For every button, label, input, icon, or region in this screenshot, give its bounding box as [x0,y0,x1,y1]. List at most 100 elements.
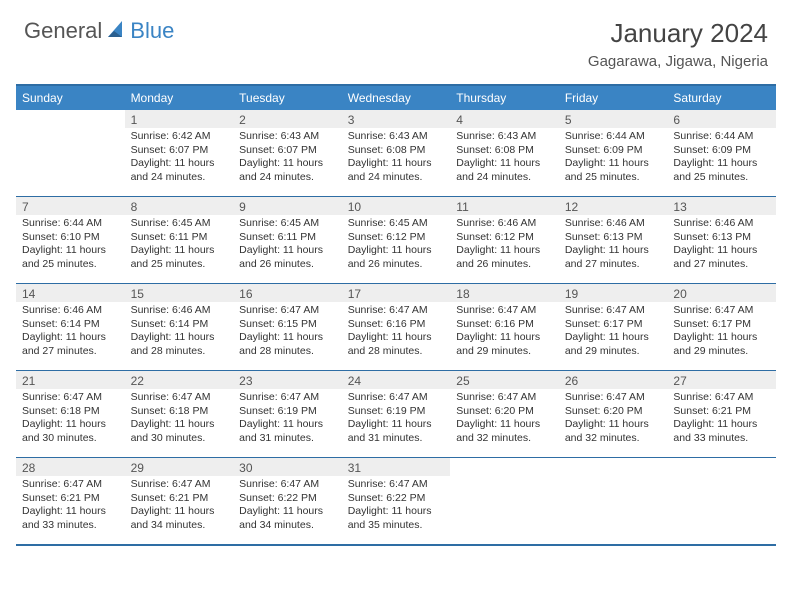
day-number: 8 [125,197,234,215]
sunset-text: Sunset: 6:18 PM [131,405,228,419]
day-number: 12 [559,197,668,215]
day-detail: Sunrise: 6:47 AMSunset: 6:22 PMDaylight:… [233,476,342,537]
calendar-week: 14Sunrise: 6:46 AMSunset: 6:14 PMDayligh… [16,284,776,371]
calendar-cell [450,458,559,544]
location-label: Gagarawa, Jigawa, Nigeria [588,53,768,70]
sunrise-text: Sunrise: 6:44 AM [673,130,770,144]
sunrise-text: Sunrise: 6:47 AM [348,478,445,492]
day-detail: Sunrise: 6:47 AMSunset: 6:21 PMDaylight:… [667,389,776,450]
sunset-text: Sunset: 6:22 PM [239,492,336,506]
sunrise-text: Sunrise: 6:43 AM [348,130,445,144]
sunset-text: Sunset: 6:12 PM [456,231,553,245]
day-number: 15 [125,284,234,302]
sunrise-text: Sunrise: 6:43 AM [456,130,553,144]
calendar: SundayMondayTuesdayWednesdayThursdayFrid… [16,84,776,546]
day-detail: Sunrise: 6:47 AMSunset: 6:18 PMDaylight:… [125,389,234,450]
sunset-text: Sunset: 6:08 PM [348,144,445,158]
day-detail: Sunrise: 6:44 AMSunset: 6:10 PMDaylight:… [16,215,125,276]
day-number: 5 [559,110,668,128]
daylight-text: Daylight: 11 hours and 28 minutes. [239,331,336,358]
daylight-text: Daylight: 11 hours and 26 minutes. [239,244,336,271]
sunset-text: Sunset: 6:11 PM [239,231,336,245]
sunset-text: Sunset: 6:13 PM [565,231,662,245]
day-detail: Sunrise: 6:47 AMSunset: 6:19 PMDaylight:… [233,389,342,450]
sunset-text: Sunset: 6:16 PM [456,318,553,332]
sunrise-text: Sunrise: 6:47 AM [239,391,336,405]
daylight-text: Daylight: 11 hours and 31 minutes. [239,418,336,445]
calendar-cell: 28Sunrise: 6:47 AMSunset: 6:21 PMDayligh… [16,458,125,544]
sunrise-text: Sunrise: 6:47 AM [456,304,553,318]
sunrise-text: Sunrise: 6:47 AM [673,304,770,318]
day-number: 2 [233,110,342,128]
sunrise-text: Sunrise: 6:45 AM [131,217,228,231]
calendar-cell: 13Sunrise: 6:46 AMSunset: 6:13 PMDayligh… [667,197,776,283]
day-detail: Sunrise: 6:44 AMSunset: 6:09 PMDaylight:… [667,128,776,189]
sunset-text: Sunset: 6:15 PM [239,318,336,332]
sunset-text: Sunset: 6:07 PM [131,144,228,158]
sunrise-text: Sunrise: 6:46 AM [565,217,662,231]
day-detail: Sunrise: 6:46 AMSunset: 6:12 PMDaylight:… [450,215,559,276]
day-number: 26 [559,371,668,389]
sunrise-text: Sunrise: 6:47 AM [239,478,336,492]
sunrise-text: Sunrise: 6:47 AM [456,391,553,405]
daylight-text: Daylight: 11 hours and 26 minutes. [348,244,445,271]
day-detail: Sunrise: 6:47 AMSunset: 6:20 PMDaylight:… [450,389,559,450]
day-header: Wednesday [342,86,451,110]
sunset-text: Sunset: 6:20 PM [456,405,553,419]
day-detail: Sunrise: 6:47 AMSunset: 6:21 PMDaylight:… [125,476,234,537]
daylight-text: Daylight: 11 hours and 28 minutes. [348,331,445,358]
sunrise-text: Sunrise: 6:45 AM [239,217,336,231]
day-number: 11 [450,197,559,215]
sunset-text: Sunset: 6:08 PM [456,144,553,158]
day-detail: Sunrise: 6:43 AMSunset: 6:08 PMDaylight:… [450,128,559,189]
logo-text-general: General [24,18,102,44]
sunrise-text: Sunrise: 6:44 AM [22,217,119,231]
sunrise-text: Sunrise: 6:47 AM [673,391,770,405]
calendar-cell [16,110,125,196]
day-header: Tuesday [233,86,342,110]
calendar-cell: 16Sunrise: 6:47 AMSunset: 6:15 PMDayligh… [233,284,342,370]
sunset-text: Sunset: 6:09 PM [565,144,662,158]
daylight-text: Daylight: 11 hours and 32 minutes. [565,418,662,445]
calendar-week: 28Sunrise: 6:47 AMSunset: 6:21 PMDayligh… [16,458,776,546]
calendar-cell: 23Sunrise: 6:47 AMSunset: 6:19 PMDayligh… [233,371,342,457]
calendar-cell: 25Sunrise: 6:47 AMSunset: 6:20 PMDayligh… [450,371,559,457]
day-number [450,458,559,476]
sunrise-text: Sunrise: 6:47 AM [131,391,228,405]
sunrise-text: Sunrise: 6:43 AM [239,130,336,144]
calendar-cell: 8Sunrise: 6:45 AMSunset: 6:11 PMDaylight… [125,197,234,283]
daylight-text: Daylight: 11 hours and 34 minutes. [131,505,228,532]
sunset-text: Sunset: 6:17 PM [673,318,770,332]
sunset-text: Sunset: 6:14 PM [131,318,228,332]
calendar-cell: 14Sunrise: 6:46 AMSunset: 6:14 PMDayligh… [16,284,125,370]
calendar-cell: 11Sunrise: 6:46 AMSunset: 6:12 PMDayligh… [450,197,559,283]
daylight-text: Daylight: 11 hours and 27 minutes. [22,331,119,358]
day-number: 22 [125,371,234,389]
day-number: 16 [233,284,342,302]
day-number: 20 [667,284,776,302]
sunset-text: Sunset: 6:18 PM [22,405,119,419]
day-detail: Sunrise: 6:47 AMSunset: 6:18 PMDaylight:… [16,389,125,450]
daylight-text: Daylight: 11 hours and 28 minutes. [131,331,228,358]
day-detail: Sunrise: 6:42 AMSunset: 6:07 PMDaylight:… [125,128,234,189]
sunrise-text: Sunrise: 6:42 AM [131,130,228,144]
sunrise-text: Sunrise: 6:47 AM [565,391,662,405]
calendar-cell: 18Sunrise: 6:47 AMSunset: 6:16 PMDayligh… [450,284,559,370]
sunrise-text: Sunrise: 6:47 AM [131,478,228,492]
sunset-text: Sunset: 6:10 PM [22,231,119,245]
logo: General Blue [24,18,174,44]
logo-sail-icon [106,19,128,44]
daylight-text: Daylight: 11 hours and 34 minutes. [239,505,336,532]
day-number: 23 [233,371,342,389]
day-number: 18 [450,284,559,302]
day-number: 24 [342,371,451,389]
day-detail: Sunrise: 6:45 AMSunset: 6:11 PMDaylight:… [125,215,234,276]
daylight-text: Daylight: 11 hours and 30 minutes. [22,418,119,445]
calendar-cell: 4Sunrise: 6:43 AMSunset: 6:08 PMDaylight… [450,110,559,196]
day-number: 14 [16,284,125,302]
daylight-text: Daylight: 11 hours and 25 minutes. [565,157,662,184]
calendar-cell: 24Sunrise: 6:47 AMSunset: 6:19 PMDayligh… [342,371,451,457]
day-number: 25 [450,371,559,389]
calendar-week: 1Sunrise: 6:42 AMSunset: 6:07 PMDaylight… [16,110,776,197]
day-number: 27 [667,371,776,389]
